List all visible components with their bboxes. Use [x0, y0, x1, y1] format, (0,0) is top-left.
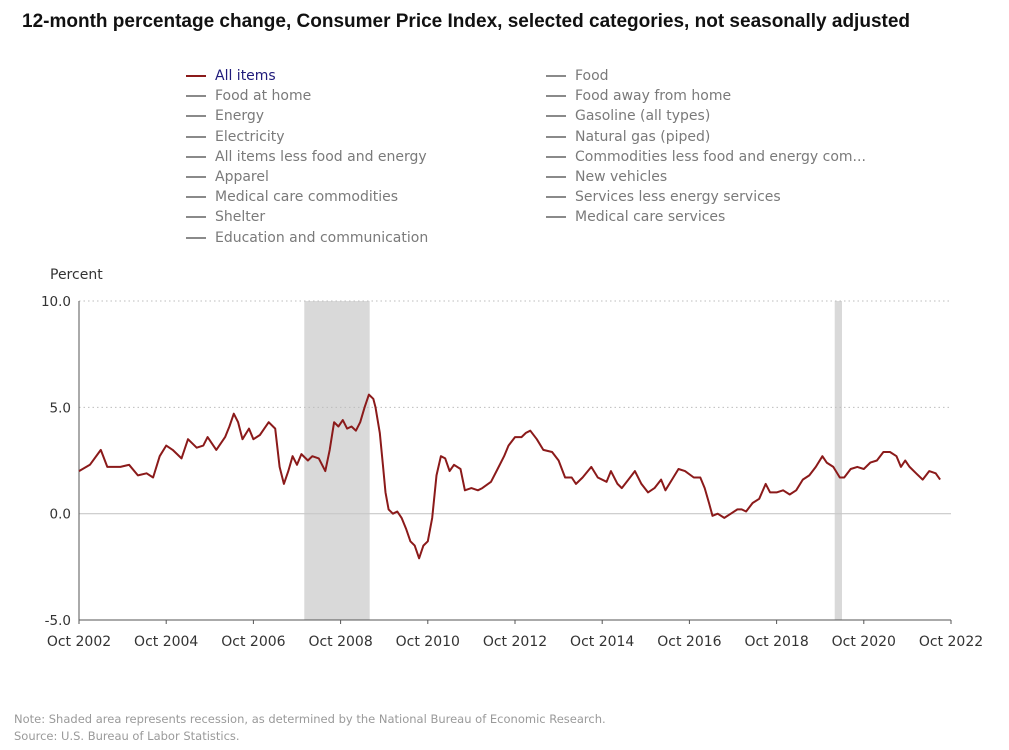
legend-label: All items: [215, 68, 276, 84]
x-tick-label: Oct 2022: [919, 634, 983, 650]
legend-item[interactable]: Natural gas (piped): [546, 127, 710, 147]
x-tick-label: Oct 2014: [570, 634, 634, 650]
legend-item[interactable]: Medical care services: [546, 207, 725, 227]
legend-item[interactable]: Energy: [186, 106, 264, 126]
y-tick-label: -5.0: [45, 613, 71, 629]
legend-item[interactable]: Commodities less food and energy com...: [546, 147, 866, 167]
legend-item[interactable]: All items less food and energy: [186, 147, 427, 167]
source-note: Source: U.S. Bureau of Labor Statistics.: [14, 729, 240, 743]
legend-label: Food away from home: [575, 88, 732, 105]
legend-item[interactable]: Electricity: [186, 127, 285, 147]
line-chart: Percent 10.0 5.0 0.0 -5.0 Oct 2002 Oct 2004 Oct…: [41, 267, 983, 650]
legend-label: Medical care commodities: [215, 189, 399, 206]
y-axis-label: Percent: [50, 267, 103, 283]
legend-item[interactable]: New vehicles: [546, 167, 667, 187]
legend-item[interactable]: Gasoline (all types): [546, 106, 710, 126]
x-tick-label: Oct 2018: [744, 634, 808, 650]
legend-label: Gasoline (all types): [575, 108, 711, 125]
legend-swatch-icon: [546, 155, 566, 158]
legend-swatch-icon: [186, 155, 206, 158]
recession-band: [304, 301, 370, 620]
x-tick-label: Oct 2004: [134, 634, 198, 650]
legend-swatch-icon: [546, 115, 566, 118]
x-tick-label: Oct 2012: [483, 634, 547, 650]
legend-label: Natural gas (piped): [575, 128, 711, 145]
x-tick-label: Oct 2010: [396, 634, 460, 650]
series-line-all-items: [78, 393, 941, 560]
x-tick-label: Oct 2008: [308, 634, 372, 650]
legend-item[interactable]: Education and communication: [186, 228, 428, 248]
legend-item[interactable]: Food: [546, 66, 609, 86]
legend-swatch-icon: [186, 115, 206, 118]
legend-item[interactable]: Services less energy services: [546, 187, 781, 207]
y-tick-label: 0.0: [50, 507, 71, 523]
legend-item[interactable]: Medical care commodities: [186, 187, 398, 207]
legend-label: Medical care services: [575, 209, 726, 226]
legend-label: All items less food and energy: [215, 148, 427, 165]
legend-swatch-icon: [546, 135, 566, 138]
legend-swatch-icon: [546, 75, 566, 77]
legend-swatch-icon: [546, 95, 566, 98]
legend-label: Food at home: [215, 88, 312, 105]
legend-swatch-icon: [186, 176, 206, 178]
legend-label: Energy: [215, 108, 265, 125]
legend-item[interactable]: Food at home: [186, 86, 311, 106]
x-tick-label: Oct 2020: [832, 634, 896, 650]
legend-label: Apparel: [215, 169, 269, 185]
legend-label: Commodities less food and energy com...: [575, 148, 866, 165]
legend-swatch-icon: [186, 75, 206, 77]
legend-swatch-icon: [186, 135, 206, 138]
x-tick-label: Oct 2006: [221, 634, 285, 650]
legend-label: Services less energy services: [575, 189, 781, 206]
legend-swatch-icon: [546, 216, 566, 219]
legend-item[interactable]: Shelter: [186, 207, 265, 227]
legend-item[interactable]: All items: [186, 66, 276, 86]
x-tick-label: Oct 2002: [47, 634, 111, 650]
y-tick-label: 10.0: [41, 294, 71, 310]
legend-label: Food: [575, 68, 609, 84]
legend-swatch-icon: [546, 176, 566, 178]
legend-item[interactable]: Food away from home: [546, 86, 731, 106]
legend-swatch-icon: [186, 216, 206, 219]
legend-label: New vehicles: [575, 169, 668, 185]
legend-label: Education and communication: [215, 229, 429, 246]
legend-swatch-icon: [186, 95, 206, 98]
legend-label: Shelter: [215, 209, 266, 226]
recession-note: Note: Shaded area represents recession, …: [14, 712, 606, 726]
legend-swatch-icon: [186, 196, 206, 199]
x-tick-label: Oct 2016: [657, 634, 721, 650]
y-tick-label: 5.0: [50, 400, 71, 416]
legend-swatch-icon: [186, 236, 206, 239]
legend-item[interactable]: Apparel: [186, 167, 269, 187]
recession-band: [834, 301, 842, 620]
chart-title: 12-month percentage change, Consumer Pri…: [22, 11, 911, 32]
legend-label: Electricity: [215, 128, 285, 145]
legend-swatch-icon: [546, 196, 566, 199]
